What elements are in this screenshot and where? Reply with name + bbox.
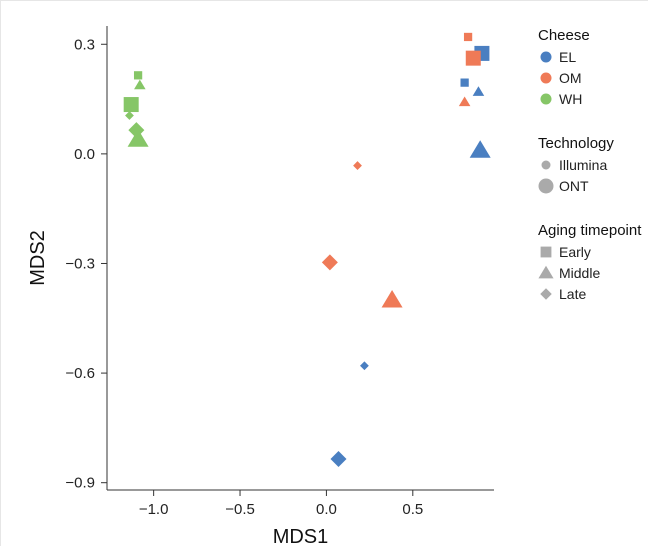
point-wh-ont-late-diamond-marker <box>128 122 145 139</box>
point-el-ont-middle-triangle-marker <box>469 140 491 158</box>
x-tick-label: 0.5 <box>402 501 423 518</box>
point-om-illumina-middle-triangle-marker <box>458 96 471 107</box>
legend-title-technology: Technology <box>538 135 614 152</box>
y-tick-label: −0.3 <box>65 255 95 272</box>
legend-om-dot-icon <box>540 72 552 84</box>
legend-item-early: Early <box>559 244 591 260</box>
legend-item-wh: WH <box>559 91 582 107</box>
point-el-illumina-early-square-marker <box>460 78 469 87</box>
legend-title-aging-timepoint: Aging timepoint <box>538 222 642 239</box>
legend-item-illumina: Illumina <box>559 157 607 173</box>
x-tick-label: −0.5 <box>225 501 255 518</box>
axes: −1.0 −0.5 0.0 0.5 0.3 0.0 −0.3 −0.6 −0.9 <box>65 26 494 518</box>
point-wh-illumina-late-diamond-marker <box>125 111 134 120</box>
x-tick-label: −1.0 <box>139 501 169 518</box>
point-el-illumina-late-diamond-marker <box>360 361 369 371</box>
legend-item-middle: Middle <box>559 265 600 281</box>
point-om-ont-middle-triangle-marker <box>381 290 403 308</box>
x-tick-label: 0.0 <box>316 501 337 518</box>
y-tick-label: −0.6 <box>65 365 95 382</box>
legend-middle-shape-icon <box>538 265 554 279</box>
x-axis-title: MDS1 <box>273 526 329 546</box>
y-tick-label: 0.0 <box>74 146 95 163</box>
point-el-illumina-middle-triangle-marker <box>472 86 485 96</box>
legend-item-om: OM <box>559 70 582 86</box>
legend: Cheese EL OM WH Technology Illumina ONT Aging t… <box>538 27 642 302</box>
legend-el-dot-icon <box>540 51 552 63</box>
legend-wh-dot-icon <box>540 93 552 105</box>
point-wh-ont-early-square-marker <box>123 97 139 113</box>
point-wh-ont-middle-triangle-marker <box>127 129 149 147</box>
legend-item-el: EL <box>559 49 576 65</box>
legend-illumina-size-icon <box>541 160 551 170</box>
point-el-ont-late-diamond-marker <box>330 450 347 467</box>
point-om-ont-late-diamond-marker <box>321 254 338 271</box>
legend-ont-size-icon <box>538 178 554 194</box>
point-om-illumina-late-diamond-marker <box>353 161 362 170</box>
legend-title-cheese: Cheese <box>538 27 590 44</box>
y-axis-title: MDS2 <box>27 230 49 286</box>
y-tick-label: −0.9 <box>65 475 95 492</box>
data-points <box>123 32 491 467</box>
legend-late-shape-icon <box>540 288 552 300</box>
point-wh-illumina-middle-triangle-marker <box>134 79 146 90</box>
point-om-ont-early-square-marker <box>465 50 481 66</box>
legend-early-shape-icon <box>540 246 552 258</box>
legend-item-late: Late <box>559 286 586 302</box>
legend-item-ont: ONT <box>559 178 589 194</box>
point-om-illumina-early-square-marker <box>463 32 473 42</box>
y-tick-label: 0.3 <box>74 36 95 53</box>
point-wh-illumina-early-square-marker <box>133 71 143 80</box>
